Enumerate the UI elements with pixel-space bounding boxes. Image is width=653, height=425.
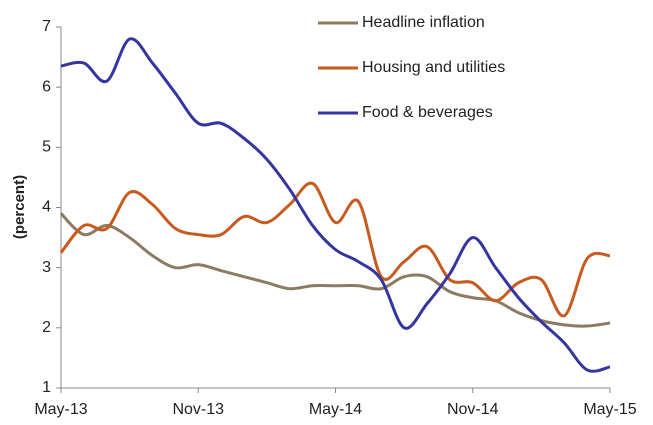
y-tick-label: 7 [42,18,51,35]
y-tick-label: 1 [42,379,51,396]
legend-label: Headline inflation [362,14,485,31]
y-tick-label: 3 [42,259,51,276]
y-tick-label: 6 [42,78,51,95]
x-tick-label: Nov-13 [172,401,224,418]
y-tick-label: 5 [42,139,51,156]
x-tick-label: Nov-14 [447,401,499,418]
x-tick-label: May-15 [583,401,636,418]
x-tick-label: May-13 [34,401,87,418]
legend-label: Housing and utilities [362,59,505,76]
y-axis-label: (percent) [11,175,28,239]
x-tick-label: May-14 [309,401,362,418]
series-line [60,37,611,373]
y-tick-label: 2 [42,319,51,336]
series-line [59,212,611,328]
legend-label: Food & beverages [362,104,493,121]
series-line [59,181,611,318]
y-tick-label: 4 [42,199,51,216]
